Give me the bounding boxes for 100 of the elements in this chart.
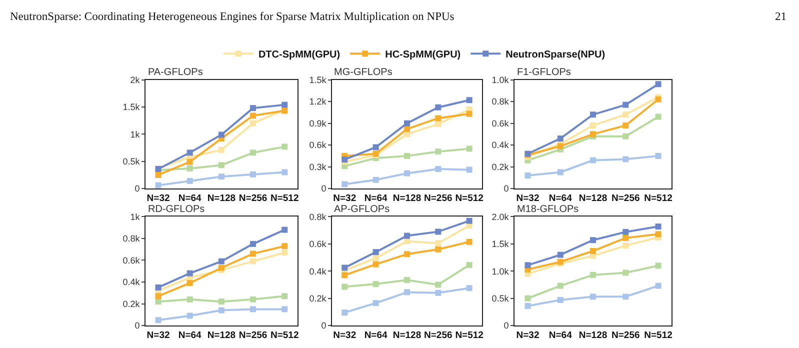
x-tick-label: N=128 — [392, 193, 422, 204]
x-tick-label: N=256 — [612, 193, 640, 204]
y-tick-label: 0 — [504, 320, 509, 331]
point — [218, 307, 224, 314]
x-tick-label: N=128 — [392, 330, 422, 342]
chart-title: MG-GFLOPs — [334, 67, 392, 78]
point — [435, 290, 442, 296]
point — [655, 224, 662, 230]
y-tick-label: 0.4k — [492, 140, 510, 150]
y-tick-label: 1.5k — [492, 239, 510, 250]
text: 21 — [775, 11, 787, 23]
y-tick-label: 0.6k — [309, 239, 327, 250]
x-tick-label: N=128 — [207, 193, 236, 204]
legend-label: NeutronSparse(NPU) — [506, 49, 606, 60]
point — [590, 157, 596, 164]
x-tick-label: N=256 — [424, 330, 452, 342]
point — [557, 169, 564, 176]
x-tick-label: N=32 — [146, 330, 170, 342]
legend-label: HC-SpMM(GPU) — [385, 49, 461, 60]
point — [282, 169, 288, 176]
y-tick-label: 0.6k — [309, 140, 327, 150]
point — [250, 258, 256, 264]
x-tick-label: N=64 — [178, 330, 202, 342]
chart-title: M18-GFLOPs — [517, 204, 579, 215]
y-tick-label: 0 — [134, 184, 140, 194]
x-tick-label: N=128 — [578, 330, 608, 342]
text: NeutronSparse: Coordinating Heterogeneous Engines for Sparse Matrix Multiplication on NPUs — [10, 11, 455, 23]
point — [186, 150, 193, 156]
point — [342, 181, 348, 188]
x-tick-label: N=128 — [207, 330, 236, 342]
x-tick-label: N=512 — [644, 193, 672, 204]
point — [466, 238, 472, 245]
x-tick-label: N=512 — [455, 193, 484, 204]
x-tick-label: N=512 — [644, 330, 672, 342]
point — [186, 270, 193, 276]
point — [155, 298, 162, 305]
y-tick-label: 0.8k — [309, 212, 327, 222]
y-tick-label: 2.0k — [492, 212, 510, 222]
point — [404, 232, 410, 239]
point — [372, 255, 379, 262]
point — [218, 258, 224, 264]
point — [404, 276, 410, 283]
x-tick-label: N=128 — [578, 193, 608, 204]
point — [342, 284, 348, 290]
x-tick-label: N=256 — [612, 330, 640, 342]
point — [622, 102, 629, 108]
y-tick-label: 0.9k — [309, 118, 327, 128]
point — [372, 249, 379, 256]
point — [250, 150, 256, 156]
y-tick-label: 0.6k — [492, 118, 510, 128]
point — [655, 231, 662, 238]
point — [622, 228, 629, 235]
y-tick-label: 0 — [134, 320, 140, 331]
point — [218, 132, 224, 138]
point — [404, 289, 410, 296]
point — [435, 228, 442, 235]
point — [622, 294, 629, 300]
point — [622, 122, 629, 128]
y-tick-label: 0.8k — [122, 234, 140, 244]
x-tick-label: N=512 — [270, 330, 299, 342]
point — [155, 284, 162, 290]
y-tick-label: 1.0k — [492, 74, 510, 85]
x-tick-label: N=32 — [516, 193, 540, 204]
y-tick-label: 0.4k — [122, 277, 140, 288]
point — [655, 262, 662, 269]
y-tick-label: 0 — [321, 320, 326, 331]
point — [622, 156, 629, 162]
point — [590, 272, 596, 278]
point — [186, 280, 193, 286]
point — [250, 171, 256, 178]
point — [342, 272, 348, 278]
point — [250, 240, 256, 247]
y-tick-label: 2k — [130, 74, 140, 85]
point — [218, 298, 224, 305]
point — [435, 246, 442, 252]
x-tick-label: N=32 — [333, 193, 356, 204]
chart-title: AP-GFLOPs — [334, 204, 390, 215]
point — [404, 251, 410, 258]
point — [524, 295, 531, 302]
point — [524, 172, 531, 179]
point — [557, 282, 564, 289]
point — [372, 176, 379, 183]
point — [655, 114, 662, 120]
point — [466, 218, 472, 224]
point — [372, 261, 379, 268]
point — [622, 112, 629, 118]
x-tick-label: N=64 — [548, 330, 573, 342]
point — [250, 105, 256, 112]
point — [404, 120, 410, 126]
x-tick-label: N=512 — [455, 330, 484, 342]
point — [466, 166, 472, 173]
point — [250, 250, 256, 257]
x-tick-label: N=256 — [238, 330, 268, 342]
legend-label: DTC-SpMM(GPU) — [258, 49, 340, 60]
x-tick-label: N=64 — [548, 193, 573, 204]
x-tick-label: N=256 — [238, 193, 268, 204]
point — [435, 104, 442, 110]
point — [435, 148, 442, 155]
y-tick-label: 1k — [130, 212, 140, 222]
point — [590, 237, 596, 244]
